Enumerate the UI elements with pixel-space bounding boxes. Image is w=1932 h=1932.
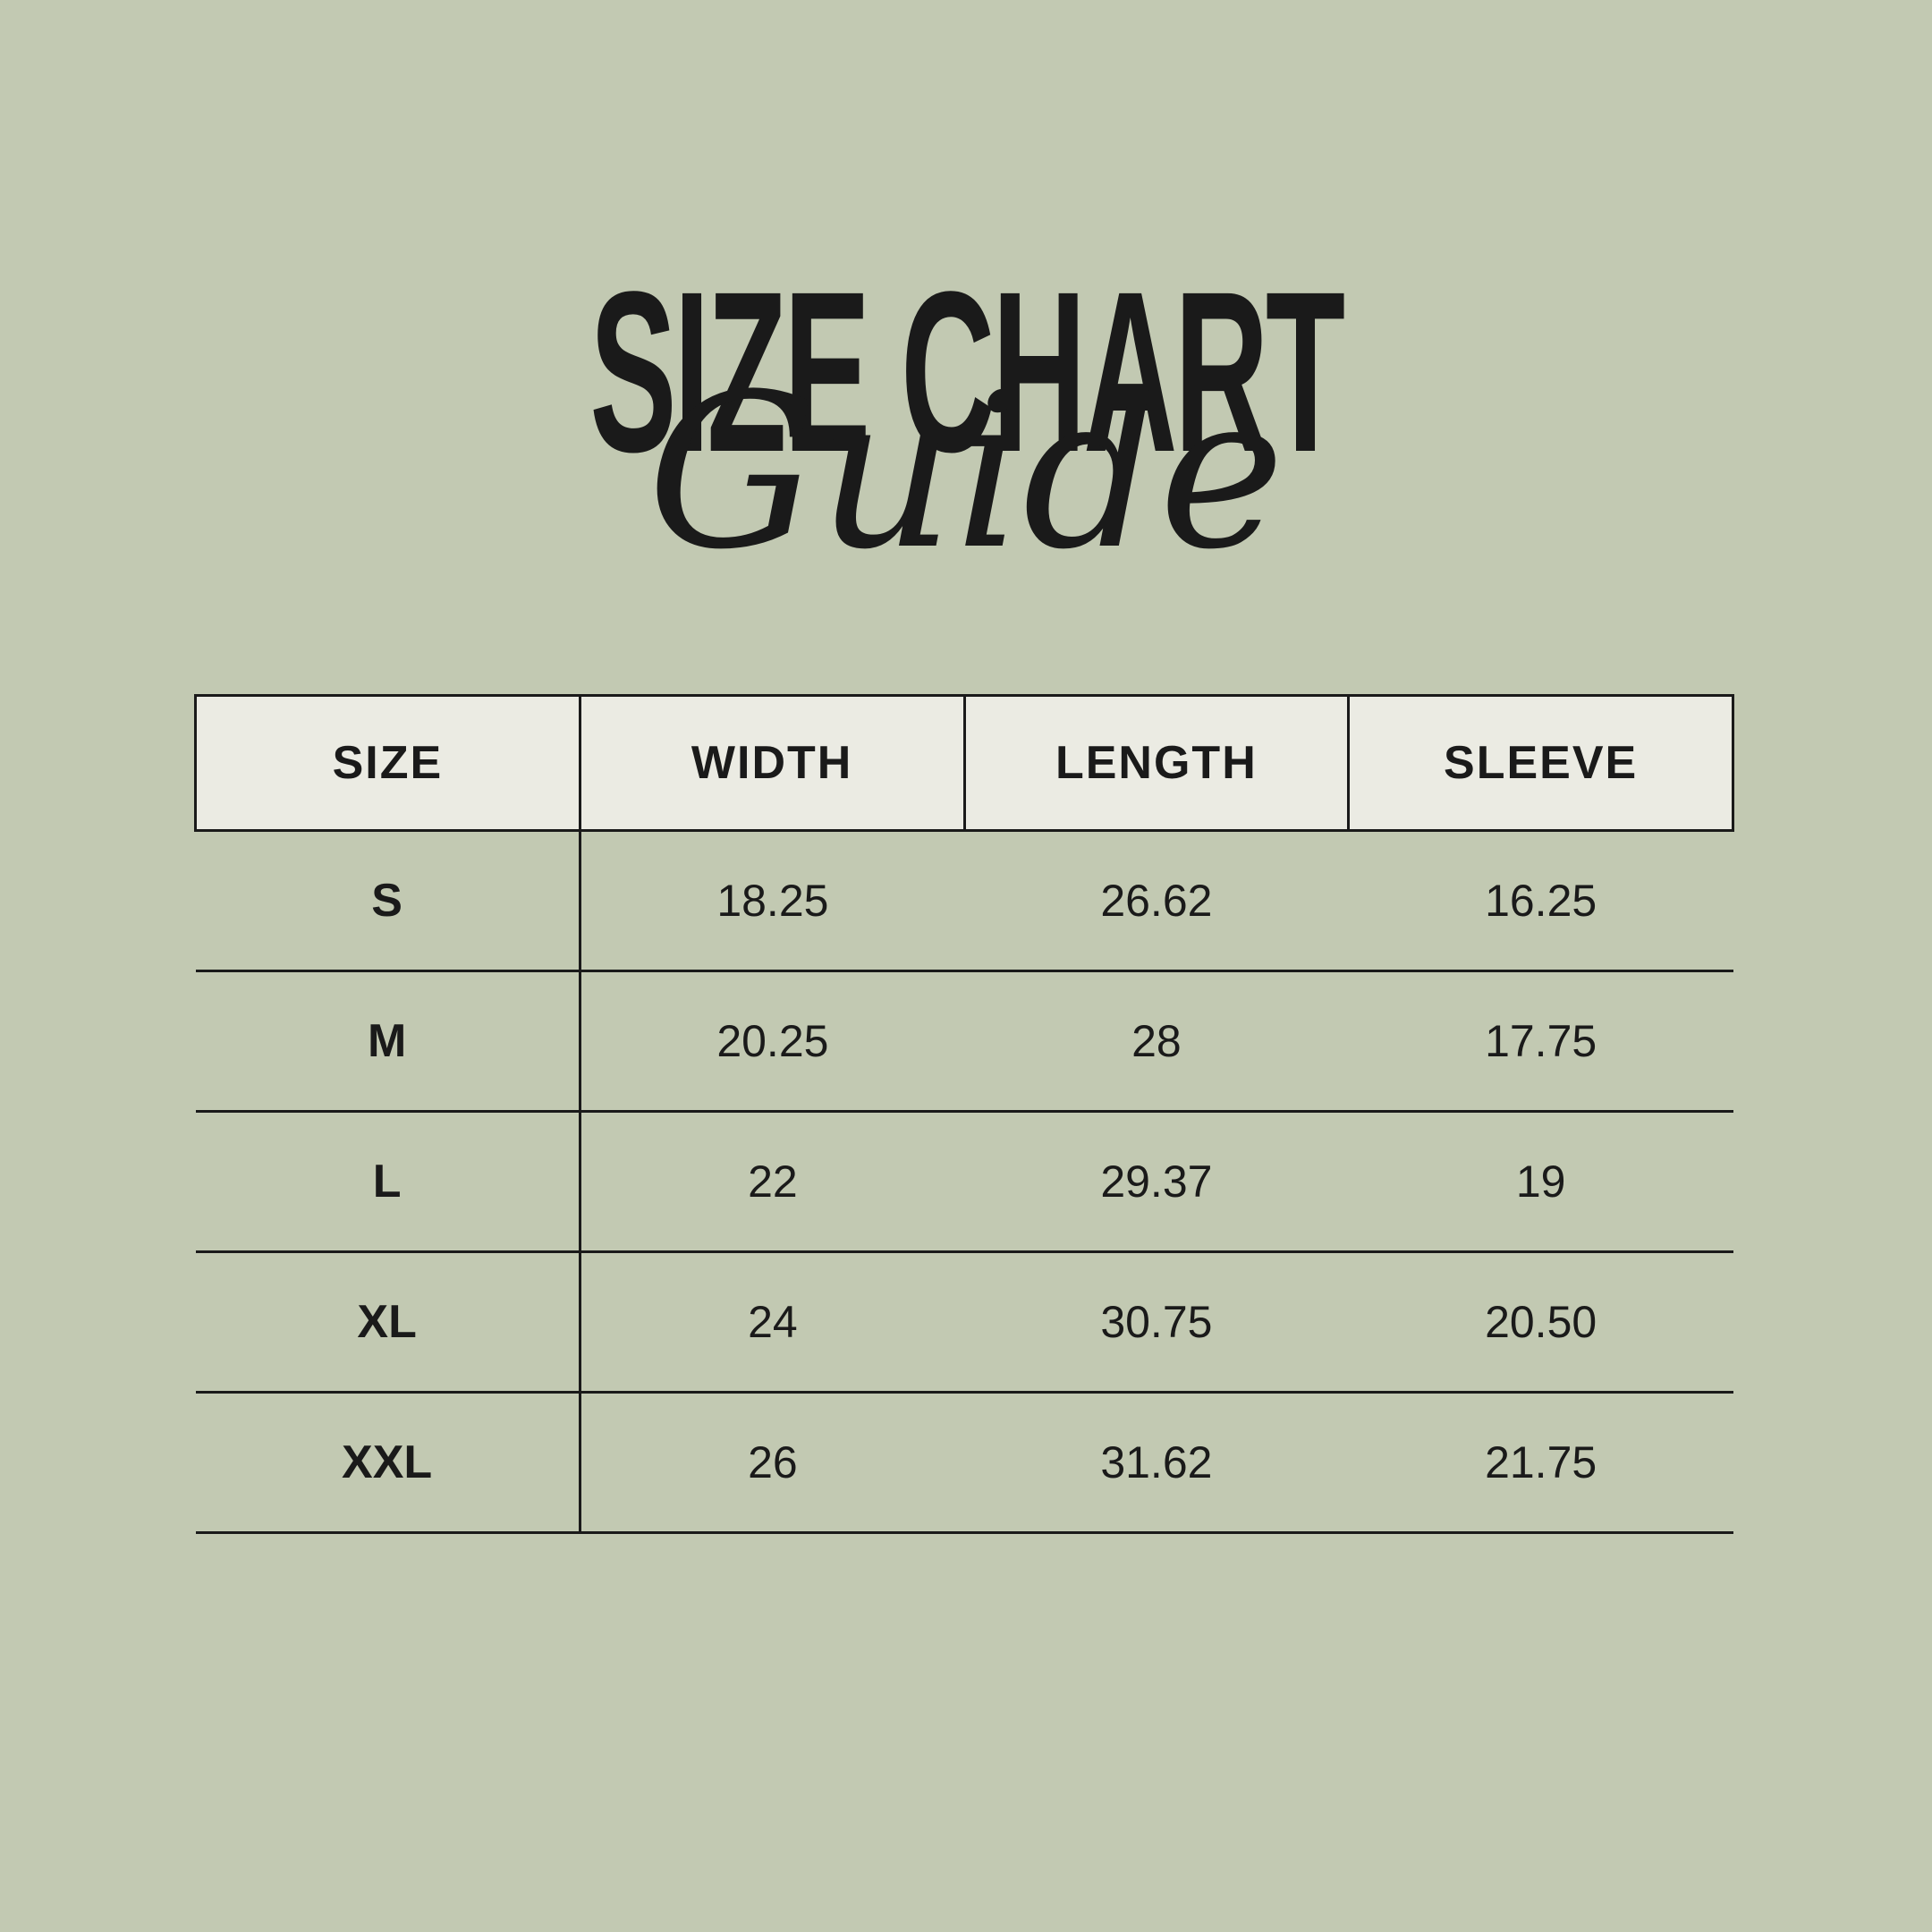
size-table-body: S 18.25 26.62 16.25 M 20.25 28 17.75 L 2… xyxy=(195,830,1733,1534)
measurement-value: 28 xyxy=(964,970,1349,1113)
column-header-size: SIZE xyxy=(194,694,581,832)
measurement-value: 16.25 xyxy=(1348,830,1733,972)
measurement-value: 31.62 xyxy=(964,1392,1349,1534)
title-block: SIZE CHART Guide xyxy=(0,0,1932,680)
measurement-value: 29.37 xyxy=(964,1111,1349,1253)
measurement-value: 19 xyxy=(1348,1111,1733,1253)
header-row: SIZE WIDTH LENGTH SLEEVE xyxy=(194,694,1734,832)
measurement-value: 24 xyxy=(580,1251,964,1394)
table-row-s: S 18.25 26.62 16.25 xyxy=(195,830,1733,972)
size-label: S xyxy=(195,830,581,972)
size-label: XL xyxy=(195,1251,581,1394)
size-label: L xyxy=(195,1111,581,1253)
table-row-xl: XL 24 30.75 20.50 xyxy=(195,1251,1733,1394)
size-table: SIZE WIDTH LENGTH SLEEVE S 18.25 26.62 1… xyxy=(194,694,1734,1534)
size-table-header: SIZE WIDTH LENGTH SLEEVE xyxy=(194,694,1734,832)
measurement-value: 21.75 xyxy=(1348,1392,1733,1534)
size-label: XXL xyxy=(195,1392,581,1534)
table-row-l: L 22 29.37 19 xyxy=(195,1111,1733,1253)
size-label: M xyxy=(195,970,581,1113)
column-header-sleeve: SLEEVE xyxy=(1347,694,1734,832)
page-title: SIZE CHART xyxy=(589,244,1345,500)
table-row-xxl: XXL 26 31.62 21.75 xyxy=(195,1392,1733,1534)
measurement-value: 22 xyxy=(580,1111,964,1253)
column-header-width: WIDTH xyxy=(578,694,966,832)
measurement-value: 26.62 xyxy=(964,830,1349,972)
measurement-value: 30.75 xyxy=(964,1251,1349,1394)
measurement-value: 18.25 xyxy=(580,830,964,972)
measurement-value: 20.25 xyxy=(580,970,964,1113)
measurement-value: 17.75 xyxy=(1348,970,1733,1113)
table-row-m: M 20.25 28 17.75 xyxy=(195,970,1733,1113)
column-header-length: LENGTH xyxy=(962,694,1351,832)
measurement-value: 26 xyxy=(580,1392,964,1534)
measurement-value: 20.50 xyxy=(1348,1251,1733,1394)
page-subtitle-script: Guide xyxy=(647,349,1285,597)
